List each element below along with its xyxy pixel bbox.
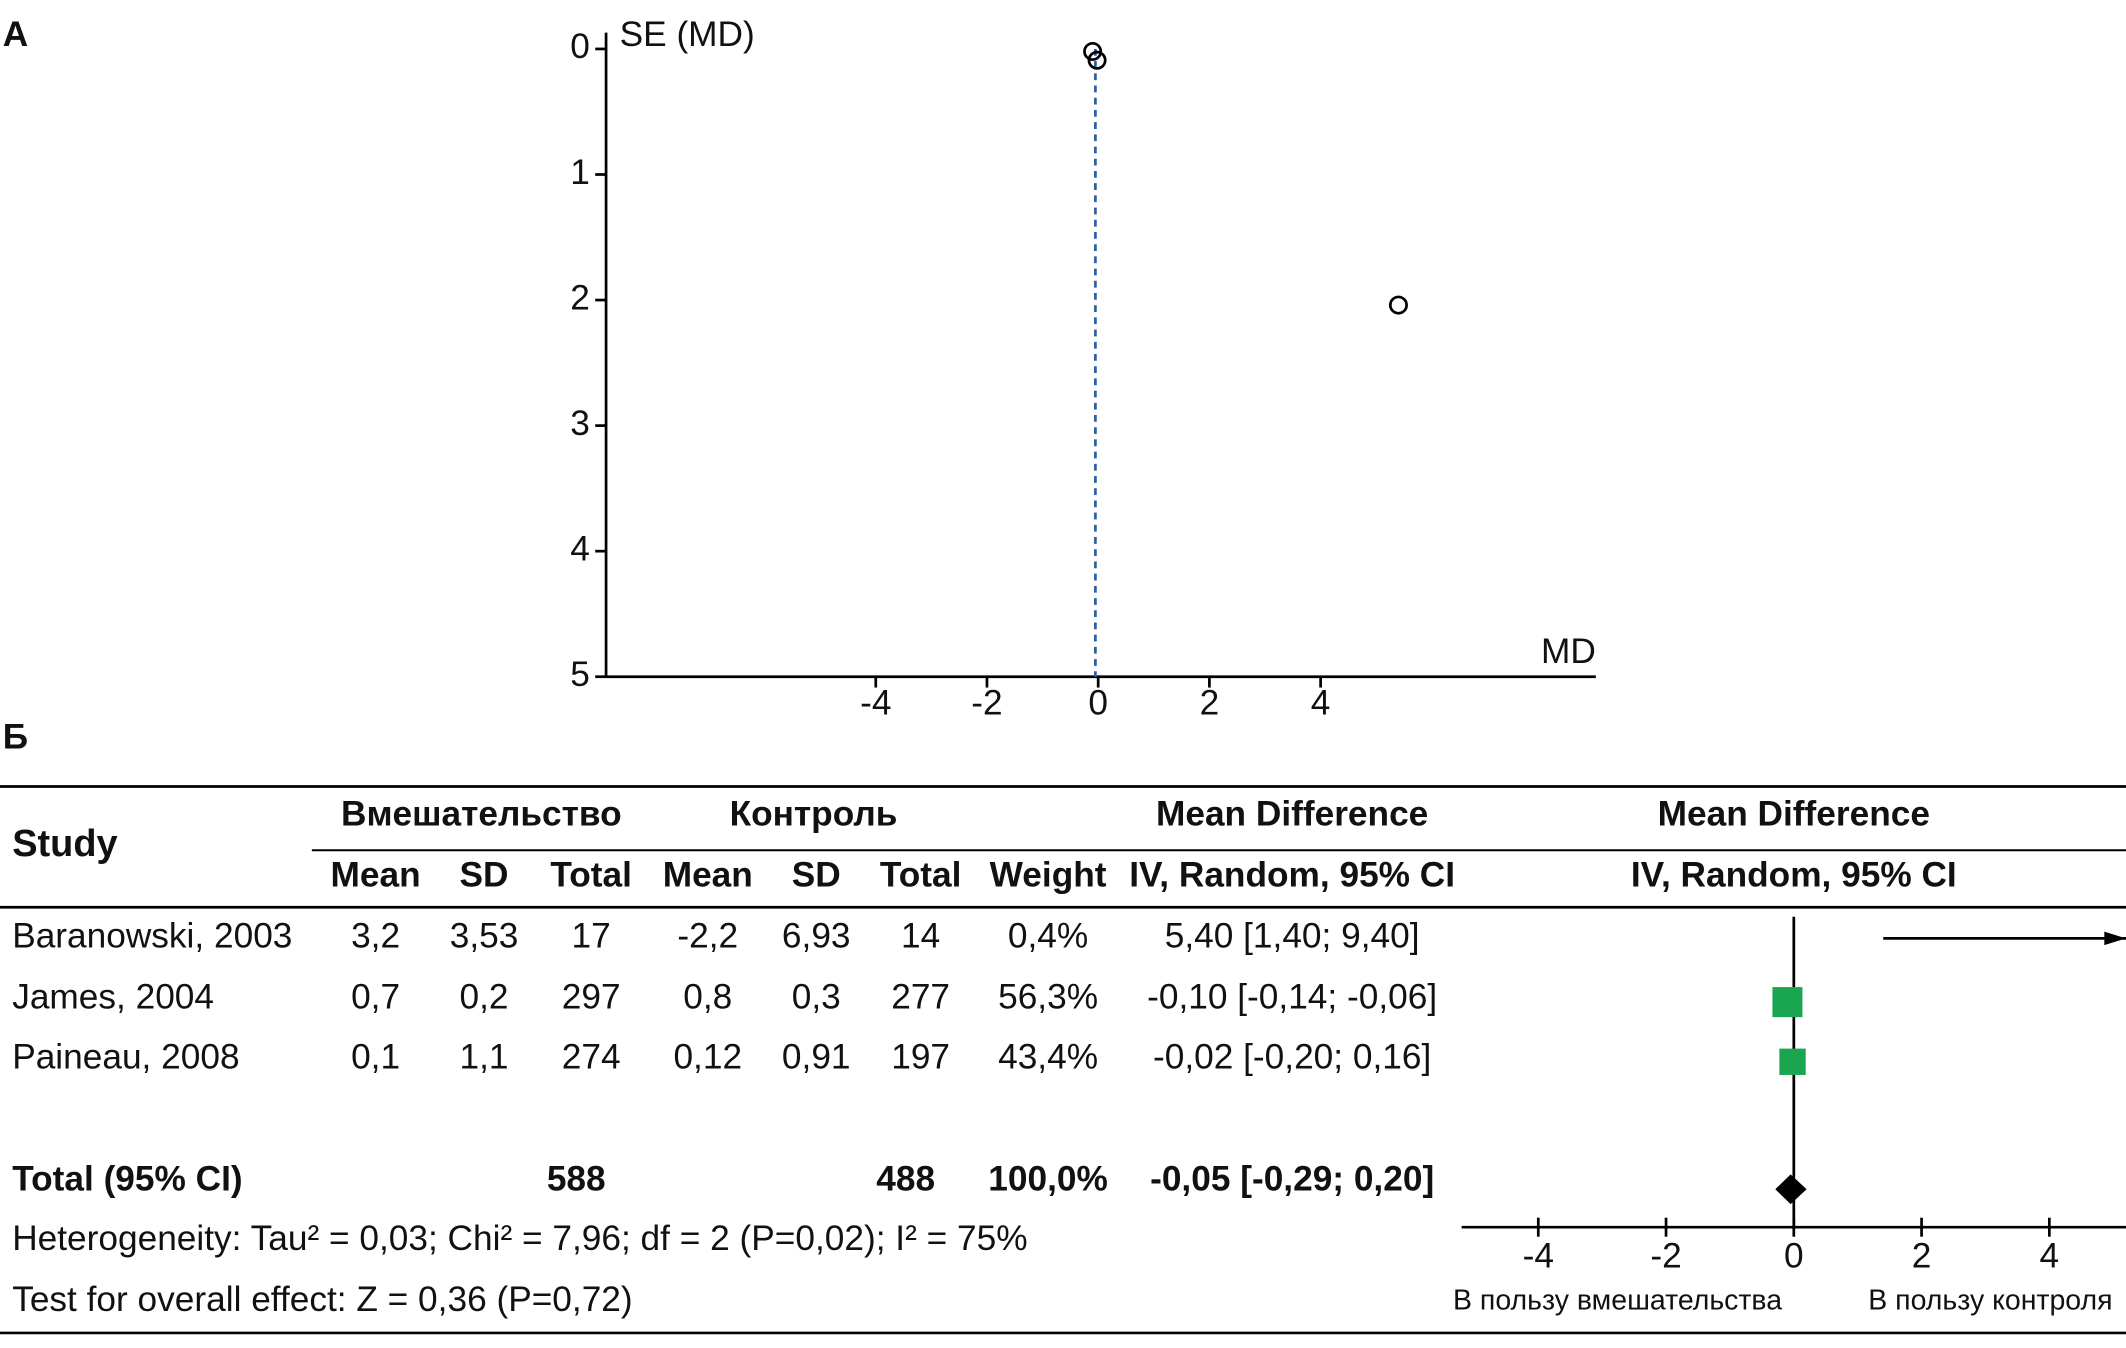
table-cell: 0,12 xyxy=(673,1037,742,1076)
total-cell: 100,0% xyxy=(988,1159,1108,1198)
table-cell: 0,8 xyxy=(683,978,732,1017)
x-tick-label: 4 xyxy=(2040,1237,2060,1276)
group-header: Контроль xyxy=(730,795,898,834)
footnote: Heterogeneity: Tau² = 0,03; Chi² = 7,96;… xyxy=(12,1219,1027,1258)
table-cell: 6,93 xyxy=(782,917,851,956)
x-tick-label: 2 xyxy=(1200,683,1220,722)
table-cell: 0,1 xyxy=(351,1037,400,1076)
table-cell: 277 xyxy=(891,978,950,1017)
table-cell: 0,2 xyxy=(460,978,509,1017)
ci-arrow xyxy=(2104,931,2126,946)
y-tick-label: 0 xyxy=(570,27,590,66)
x-axis-label: MD xyxy=(1541,632,1596,671)
study-name: James, 2004 xyxy=(12,978,214,1017)
table-cell: 0,3 xyxy=(792,978,841,1017)
y-axis-label: SE (MD) xyxy=(620,15,755,54)
table-cell: 5,40 [1,40; 9,40] xyxy=(1165,917,1420,956)
table-cell: 0,7 xyxy=(351,978,400,1017)
column-header: Mean xyxy=(663,856,753,895)
study-header: Study xyxy=(12,823,117,865)
y-tick-label: 1 xyxy=(570,153,590,192)
column-header: SD xyxy=(792,856,841,895)
column-header: IV, Random, 95% CI xyxy=(1631,856,1957,895)
table-cell: 1,1 xyxy=(460,1037,509,1076)
y-tick-label: 4 xyxy=(570,529,590,568)
table-cell: 297 xyxy=(562,978,621,1017)
group-header: Mean Difference xyxy=(1658,795,1930,834)
table-cell: 0,91 xyxy=(782,1037,851,1076)
column-header: Total xyxy=(550,856,632,895)
column-header: Total xyxy=(880,856,962,895)
panel-label: А xyxy=(3,15,28,54)
study-name: Baranowski, 2003 xyxy=(12,917,292,956)
point xyxy=(1388,295,1408,315)
table-cell: 3,53 xyxy=(450,917,519,956)
column-header: SD xyxy=(460,856,509,895)
point xyxy=(1083,41,1103,61)
total-diamond xyxy=(1775,1174,1807,1205)
x-tick-label: 4 xyxy=(1311,683,1331,722)
total-cell: 488 xyxy=(876,1159,935,1198)
table-cell: 0,4% xyxy=(1008,917,1088,956)
table-cell: -0,02 [-0,20; 0,16] xyxy=(1153,1037,1431,1076)
table-cell: 274 xyxy=(562,1037,621,1076)
x-tick-label: 0 xyxy=(1784,1237,1804,1276)
footnote: Test for overall effect: Z = 0,36 (P=0,7… xyxy=(12,1280,632,1319)
table-cell: -0,10 [-0,14; -0,06] xyxy=(1147,978,1437,1017)
table-cell: -2,2 xyxy=(677,917,738,956)
column-header: Weight xyxy=(990,856,1107,895)
study-name: Paineau, 2008 xyxy=(12,1037,239,1076)
column-header: IV, Random, 95% CI xyxy=(1129,856,1455,895)
y-tick-label: 5 xyxy=(570,655,590,694)
column-header: Mean xyxy=(331,856,421,895)
table-cell: 43,4% xyxy=(998,1037,1098,1076)
favours-left: В пользу вмешательства xyxy=(1453,1284,1782,1316)
table-cell: 3,2 xyxy=(351,917,400,956)
x-tick-label: -2 xyxy=(1650,1237,1681,1276)
x-tick-label: 2 xyxy=(1912,1237,1932,1276)
group-header: Вмешательство xyxy=(341,795,622,834)
table-cell: 197 xyxy=(891,1037,950,1076)
point xyxy=(1087,50,1107,70)
study-square xyxy=(1772,987,1803,1018)
table-cell: 17 xyxy=(572,917,611,956)
total-cell: -0,05 [-0,29; 0,20] xyxy=(1150,1159,1434,1198)
x-tick-label: -2 xyxy=(971,683,1002,722)
x-tick-label: 0 xyxy=(1088,683,1108,722)
table-cell: 56,3% xyxy=(998,978,1098,1017)
panel-label: Б xyxy=(3,717,28,756)
study-square xyxy=(1779,1048,1806,1075)
y-tick-label: 2 xyxy=(570,278,590,317)
total-cell: Total (95% CI) xyxy=(12,1159,242,1198)
table-cell: 14 xyxy=(901,917,940,956)
favours-right: В пользу контроля xyxy=(1868,1284,2112,1316)
y-tick-label: 3 xyxy=(570,404,590,443)
x-tick-label: -4 xyxy=(1523,1237,1554,1276)
group-header: Mean Difference xyxy=(1156,795,1428,834)
x-tick-label: -4 xyxy=(860,683,891,722)
total-cell: 588 xyxy=(547,1159,606,1198)
